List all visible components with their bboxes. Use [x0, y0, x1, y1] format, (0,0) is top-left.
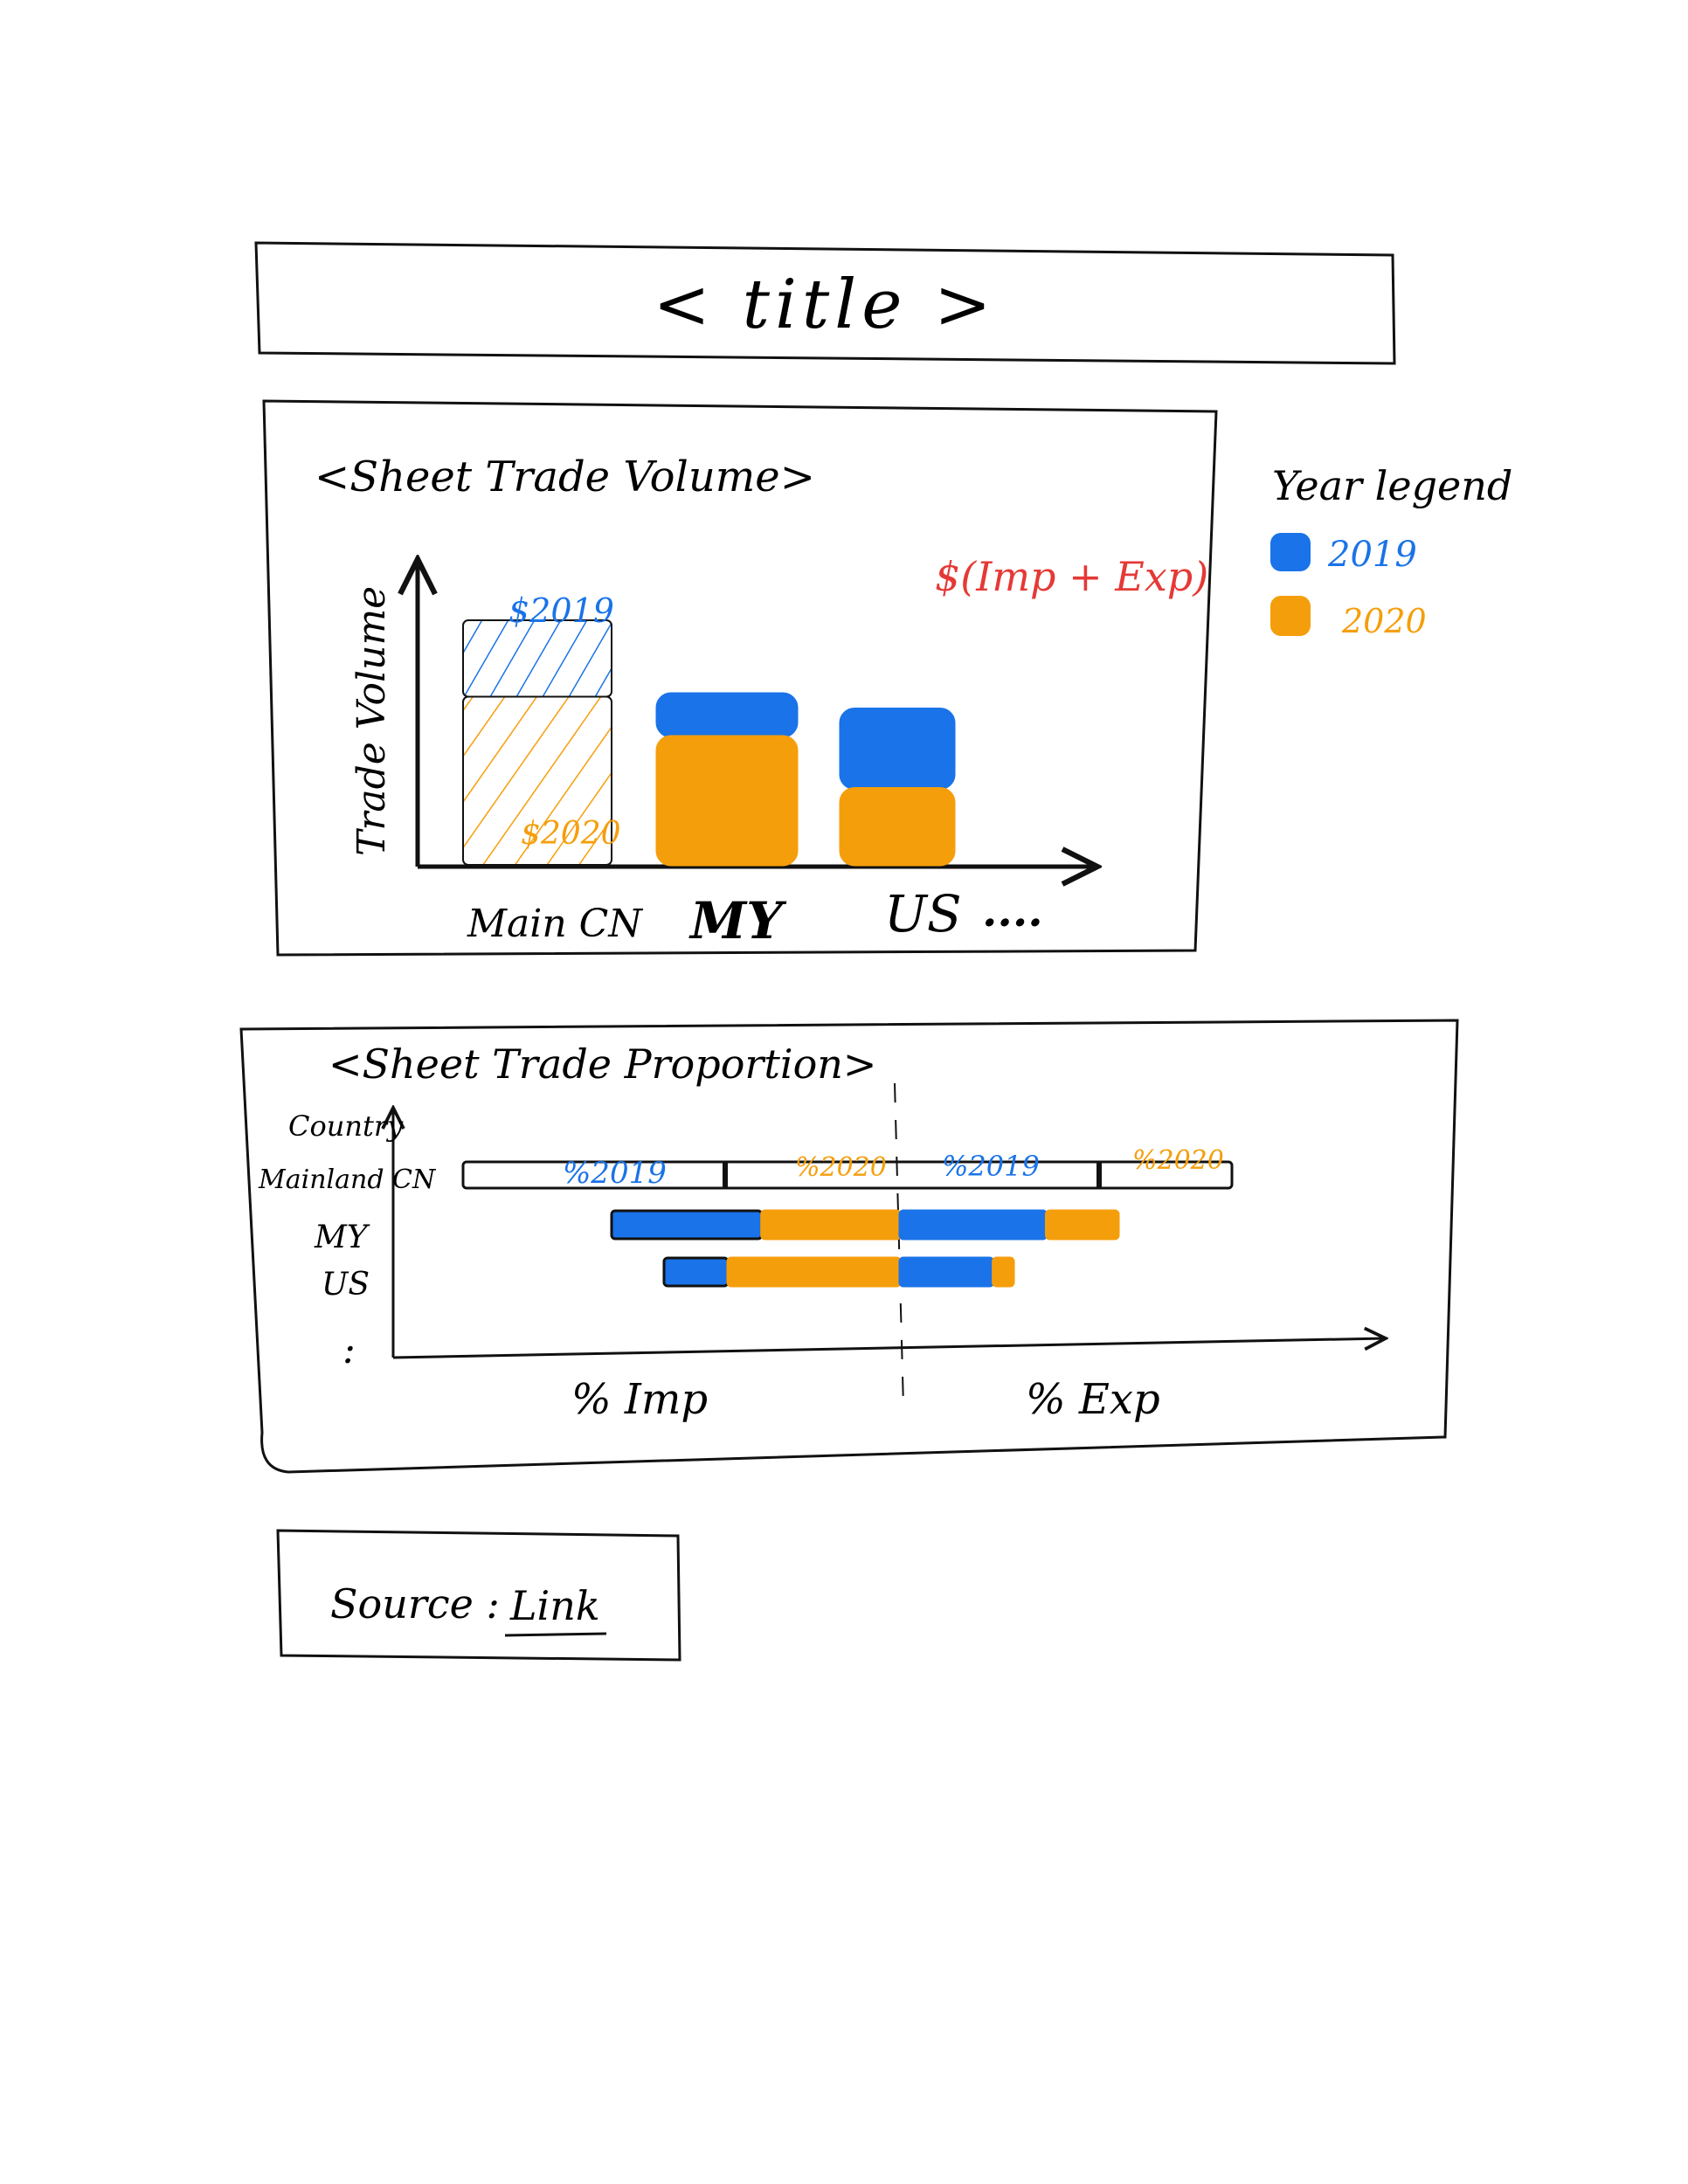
legend-swatch-2020: [1270, 596, 1311, 636]
volume-annotation: $(Imp + Exp): [935, 553, 1208, 600]
proportion-seg-exp-2019-2: [898, 1256, 995, 1288]
seg-label-exp-2020: %2020: [1132, 1145, 1224, 1176]
proportion-seg-imp-2019-1: [610, 1209, 764, 1241]
volume-y-label: Trade Volume: [349, 586, 394, 856]
proportion-xlabel-imp: % Imp: [571, 1375, 708, 1424]
source-box: Source : Link: [276, 1529, 681, 1662]
volume-bar-2019-2: [839, 708, 956, 790]
legend-label-2020: 2020: [1341, 602, 1427, 640]
legend-title: Year legend: [1272, 462, 1512, 509]
volume-bars: [462, 619, 956, 867]
proportion-seg-imp-2019-2: [662, 1256, 730, 1288]
source-link[interactable]: Link: [509, 1582, 600, 1629]
source-link-underline: [504, 1632, 607, 1637]
proportion-bars: [461, 1160, 1234, 1288]
proportion-row-outline-0: [461, 1160, 1234, 1190]
seg-label-imp-2019: %2019: [563, 1156, 667, 1191]
proportion-seg-exp-2020-1: [1045, 1209, 1120, 1241]
volume-cat-my: MY: [688, 891, 787, 950]
proportion-sheet-title: <Sheet Trade Proportion>: [329, 1040, 876, 1088]
row-label-more: :: [342, 1328, 356, 1372]
volume-bar-2020-1: [655, 735, 799, 867]
volume-cat-us: US: [884, 884, 962, 943]
seg-label-exp-2019: %2019: [942, 1150, 1040, 1183]
volume-cat-main-cn: Main CN: [467, 902, 643, 946]
row-label-us: US: [322, 1267, 370, 1303]
proportion-x-axis: [392, 1338, 1386, 1359]
volume-bar-2020-2: [839, 787, 956, 867]
proportion-xlabel-exp: % Exp: [1026, 1375, 1160, 1424]
volume-bar-2020-0: [462, 695, 612, 866]
proportion-y-label: Country: [288, 1109, 404, 1143]
proportion-center-divider: [894, 1082, 904, 1407]
proportion-seg-imp-2020-1: [760, 1209, 902, 1241]
row-label-mainland-cn: Mainland CN: [258, 1165, 437, 1195]
proportion-seg-exp-2019-1: [898, 1209, 1048, 1241]
legend-swatch-2019: [1270, 533, 1311, 571]
volume-cat-more: ....: [982, 885, 1043, 936]
proportion-sheet: <Sheet Trade Proportion> Country Mainlan…: [239, 1019, 1459, 1474]
title-box: < title >: [254, 241, 1396, 365]
legend-label-2019: 2019: [1327, 535, 1417, 575]
proportion-seg-exp-2020-2: [992, 1256, 1015, 1288]
volume-sheet-title: <Sheet Trade Volume>: [315, 453, 815, 501]
source-label: Source :: [330, 1580, 500, 1628]
seg-label-imp-2020: %2020: [795, 1152, 887, 1183]
bar-label-2020: $2020: [521, 816, 621, 852]
volume-bar-2019-1: [655, 692, 799, 738]
volume-sheet: <Sheet Trade Volume> $(Imp + Exp) Trade …: [262, 399, 1218, 957]
year-legend: Year legend 2019 2020: [1270, 462, 1512, 640]
proportion-seg-imp-2020-2: [726, 1256, 902, 1288]
row-label-my: MY: [314, 1220, 370, 1255]
volume-bar-2019-0: [462, 619, 612, 698]
page-title: < title >: [653, 266, 996, 344]
bar-label-2019: $2019: [508, 591, 614, 630]
